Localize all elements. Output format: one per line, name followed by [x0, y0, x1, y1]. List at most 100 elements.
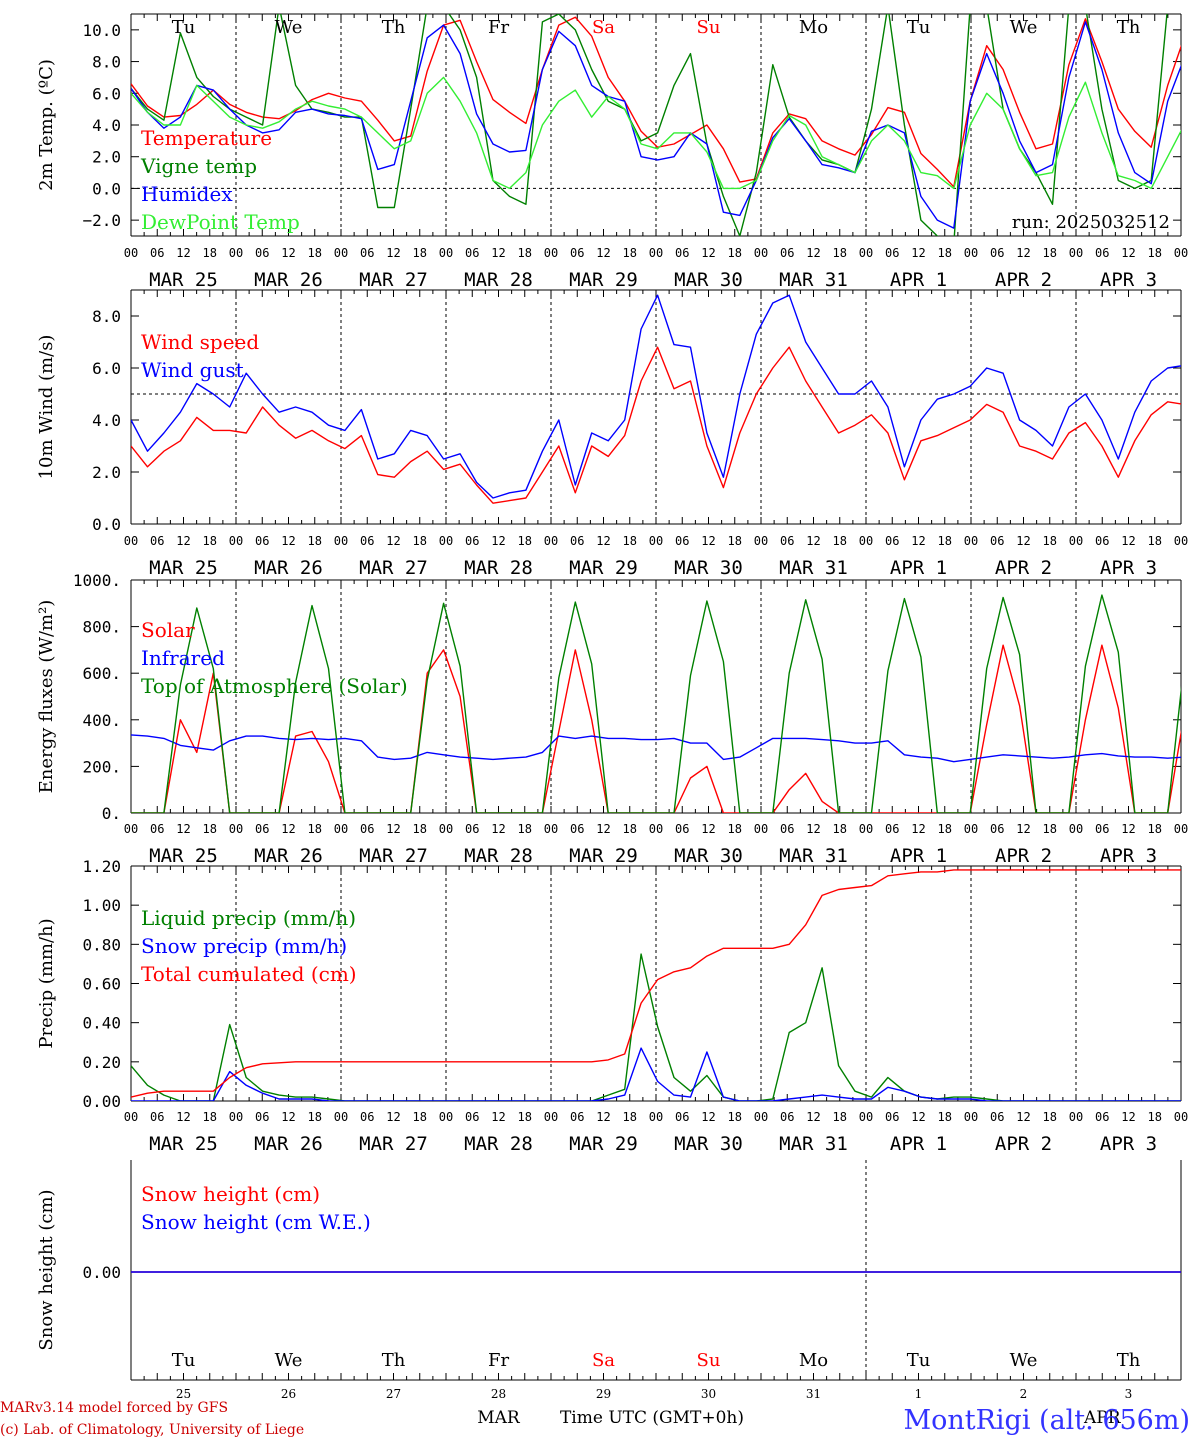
- hour-tick-label: 00: [439, 822, 453, 836]
- hour-tick-label: 18: [203, 246, 217, 260]
- hour-tick-label: 00: [439, 1110, 453, 1124]
- hour-tick-label: 00: [544, 534, 558, 548]
- hour-tick-label: 00: [754, 1110, 768, 1124]
- hour-tick-label: 00: [859, 822, 873, 836]
- hour-tick-label: 06: [885, 246, 899, 260]
- hour-tick-label: 00: [754, 822, 768, 836]
- hour-tick-label: 12: [281, 246, 295, 260]
- hour-tick-label: 18: [833, 534, 847, 548]
- day-of-week-label: Sa: [592, 1350, 615, 1371]
- y-tick-label: 4.0: [92, 116, 121, 135]
- hour-tick-label: 06: [675, 1110, 689, 1124]
- day-number-label: 26: [281, 1387, 296, 1401]
- hour-tick-label: 00: [649, 822, 663, 836]
- hour-tick-label: 06: [1095, 822, 1109, 836]
- hour-tick-label: 06: [990, 534, 1004, 548]
- legend-entry: Snow height (cm): [141, 1182, 320, 1206]
- y-tick-label: 4.0: [92, 411, 121, 430]
- temperature-panel: 00 06 12 18 MAR 25 00 06 12 18 MAR 26 00 06 12 18 MAR …: [36, 13, 1188, 291]
- hour-tick-label: 00: [1174, 822, 1188, 836]
- hour-tick-label: 12: [701, 1110, 715, 1124]
- y-tick-label: 2.0: [92, 463, 121, 482]
- hour-tick-label: 06: [780, 822, 794, 836]
- date-label: MAR 27: [359, 269, 428, 291]
- hour-tick-label: 18: [938, 1110, 952, 1124]
- date-label: APR 3: [1100, 845, 1157, 867]
- hour-tick-label: 00: [1069, 822, 1083, 836]
- hour-tick-label: 06: [570, 534, 584, 548]
- hour-tick-label: 12: [1016, 1110, 1030, 1124]
- date-label: MAR 27: [359, 845, 428, 867]
- date-label: MAR 31: [779, 845, 848, 867]
- day-of-week-label: We: [1010, 1350, 1038, 1371]
- hour-tick-label: 12: [386, 246, 400, 260]
- hour-tick-label: 18: [1148, 246, 1162, 260]
- y-tick-label: 1.00: [82, 896, 121, 915]
- hour-tick-label: 06: [990, 246, 1004, 260]
- hour-tick-label: 18: [728, 534, 742, 548]
- hour-tick-label: 00: [124, 246, 138, 260]
- y-tick-label: 400.: [82, 711, 121, 730]
- legend-entry: Vigne temp: [140, 154, 257, 178]
- hour-tick-label: 12: [281, 1110, 295, 1124]
- hour-tick-label: 06: [570, 1110, 584, 1124]
- hour-tick-label: 18: [728, 1110, 742, 1124]
- legend-entry: Temperature: [141, 126, 272, 150]
- y-axis-label: Precip (mm/h): [36, 918, 57, 1048]
- y-tick-label: 1.20: [82, 857, 121, 876]
- date-label: MAR 29: [569, 1133, 638, 1155]
- hour-tick-label: 18: [308, 1110, 322, 1124]
- date-label: MAR 30: [674, 557, 743, 579]
- hour-tick-label: 18: [1043, 534, 1057, 548]
- hour-tick-label: 18: [1043, 1110, 1057, 1124]
- y-tick-label: 0.40: [82, 1014, 121, 1033]
- hour-tick-label: 06: [255, 822, 269, 836]
- hour-tick-label: 18: [308, 246, 322, 260]
- hour-tick-label: 12: [491, 246, 505, 260]
- hour-tick-label: 06: [675, 246, 689, 260]
- x-axis-label: Time UTC (GMT+0h): [560, 1408, 744, 1428]
- hour-tick-label: 12: [1121, 246, 1135, 260]
- y-tick-label: −2.0: [82, 211, 121, 230]
- hour-tick-label: 12: [596, 1110, 610, 1124]
- hour-tick-label: 18: [413, 246, 427, 260]
- legend-entry: Total cumulated (cm): [141, 962, 357, 986]
- day-number-label: 27: [386, 1387, 401, 1401]
- hour-tick-label: 06: [780, 534, 794, 548]
- hour-tick-label: 06: [570, 822, 584, 836]
- hour-tick-label: 06: [885, 822, 899, 836]
- day-of-week-label: Th: [1117, 17, 1141, 38]
- legend-entry: Wind gust: [141, 358, 244, 382]
- hour-tick-label: 06: [675, 534, 689, 548]
- date-label: MAR 25: [149, 269, 218, 291]
- day-of-week-label: We: [275, 17, 303, 38]
- hour-tick-label: 00: [229, 246, 243, 260]
- precipitation-panel: 00 06 12 18 MAR 25 00 06 12 18 MAR 26 00 06 12 18 MAR …: [36, 857, 1188, 1155]
- hour-tick-label: 00: [124, 534, 138, 548]
- hour-tick-label: 00: [964, 822, 978, 836]
- series-line: [131, 869, 1181, 1098]
- date-label: MAR 27: [359, 557, 428, 579]
- hour-tick-label: 18: [1148, 822, 1162, 836]
- hour-tick-label: 18: [308, 822, 322, 836]
- date-label: MAR 25: [149, 1133, 218, 1155]
- y-axis-label: 2m Temp. (ºC): [36, 59, 57, 191]
- legend-entry: Humidex: [141, 182, 233, 206]
- hour-tick-label: 06: [1095, 1110, 1109, 1124]
- y-tick-label: 6.0: [92, 84, 121, 103]
- hour-tick-label: 06: [465, 1110, 479, 1124]
- y-tick-label: 0.0: [92, 515, 121, 534]
- hour-tick-label: 18: [203, 822, 217, 836]
- hour-tick-label: 00: [964, 534, 978, 548]
- hour-tick-label: 00: [649, 246, 663, 260]
- hour-tick-label: 18: [728, 246, 742, 260]
- hour-tick-label: 06: [990, 1110, 1004, 1124]
- series-line: [131, 953, 1181, 1101]
- hour-tick-label: 06: [1095, 534, 1109, 548]
- day-number-label: 2: [1020, 1387, 1028, 1401]
- series-line: [131, 76, 1181, 190]
- month-label: MAR: [477, 1408, 521, 1428]
- hour-tick-label: 12: [1121, 534, 1135, 548]
- hour-tick-label: 18: [833, 1110, 847, 1124]
